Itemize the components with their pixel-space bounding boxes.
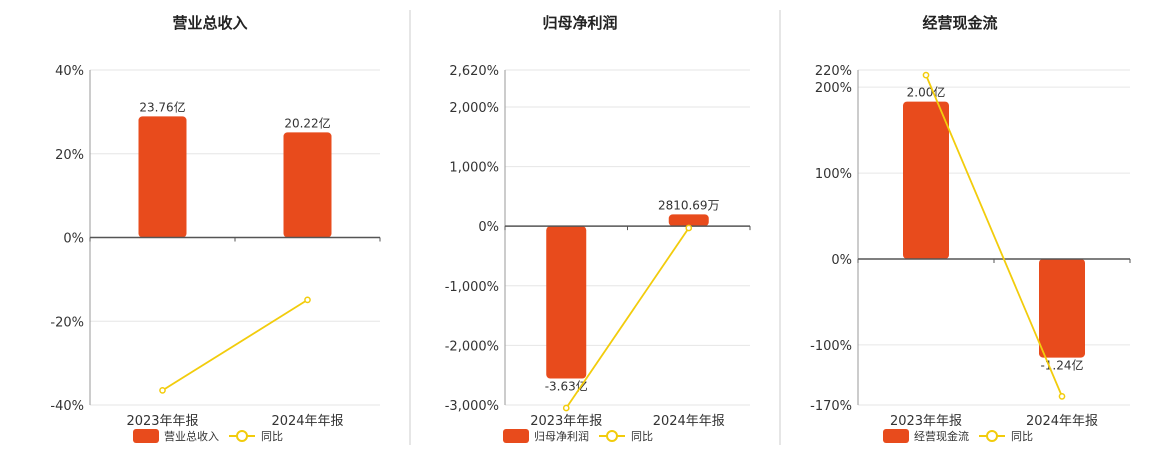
bar [903, 101, 949, 259]
legend-swatch-bar [133, 429, 159, 443]
y-tick-label: -2,000% [445, 339, 499, 354]
y-tick-label: 2,000% [449, 101, 499, 116]
category-label: 2024年年报 [1026, 414, 1098, 429]
legend-label: 同比 [631, 430, 653, 443]
y-tick-label: 0% [478, 220, 499, 235]
category-label: 2023年年报 [890, 414, 962, 429]
data-label: 20.22亿 [284, 115, 330, 130]
line-series [925, 74, 1063, 397]
y-tick-label: 0% [831, 253, 852, 268]
legend-swatch-point [236, 430, 248, 442]
data-label: 2810.69万 [658, 198, 720, 212]
line-point [562, 404, 570, 412]
y-tick-label: -1,000% [445, 280, 499, 295]
legend-label: 同比 [1011, 430, 1033, 443]
y-tick-label: 40% [55, 64, 84, 79]
data-label: 2.00亿 [907, 85, 946, 100]
legend-swatch-bar [883, 429, 909, 443]
line-point [685, 224, 693, 232]
y-tick-label: 0% [63, 232, 84, 247]
category-label: 2024年年报 [271, 414, 343, 429]
line-series [565, 227, 690, 409]
legend-label: 营业总收入 [164, 429, 219, 443]
y-tick-label: -100% [810, 339, 852, 354]
y-tick-label: -40% [50, 399, 84, 414]
bar [546, 226, 587, 379]
legend-label: 经营现金流 [914, 429, 969, 443]
legend-label: 归母净利润 [534, 429, 589, 443]
y-tick-label: 1,000% [449, 161, 499, 176]
line-series [162, 299, 308, 392]
bar [1039, 258, 1085, 358]
legend-swatch-bar [503, 429, 529, 443]
line-point [304, 296, 311, 304]
bar [668, 214, 709, 227]
bar [138, 116, 187, 238]
y-tick-label: -3,000% [445, 399, 499, 414]
y-tick-label: 100% [815, 167, 852, 182]
chart-title: 营业总收入 [172, 14, 247, 32]
legend-swatch-point [986, 430, 998, 442]
chart-title: 经营现金流 [922, 14, 997, 32]
data-label: 23.76亿 [139, 99, 185, 114]
chart-title: 归母净利润 [542, 14, 617, 32]
line-point [159, 386, 166, 394]
legend-label: 同比 [261, 430, 283, 443]
line-point [1058, 393, 1066, 400]
category-label: 2023年年报 [530, 414, 602, 429]
legend-swatch-point [606, 430, 618, 442]
y-tick-label: -170% [810, 399, 852, 414]
category-label: 2024年年报 [653, 414, 725, 429]
bar [283, 132, 332, 238]
y-tick-label: 220% [815, 64, 852, 79]
y-tick-label: 200% [815, 81, 852, 96]
y-tick-label: -20% [50, 315, 84, 330]
line-point [922, 71, 930, 79]
category-label: 2023年年报 [126, 414, 198, 429]
y-tick-label: 2,620% [449, 64, 499, 79]
data-label: -3.63亿 [545, 379, 588, 394]
y-tick-label: 20% [55, 148, 84, 163]
